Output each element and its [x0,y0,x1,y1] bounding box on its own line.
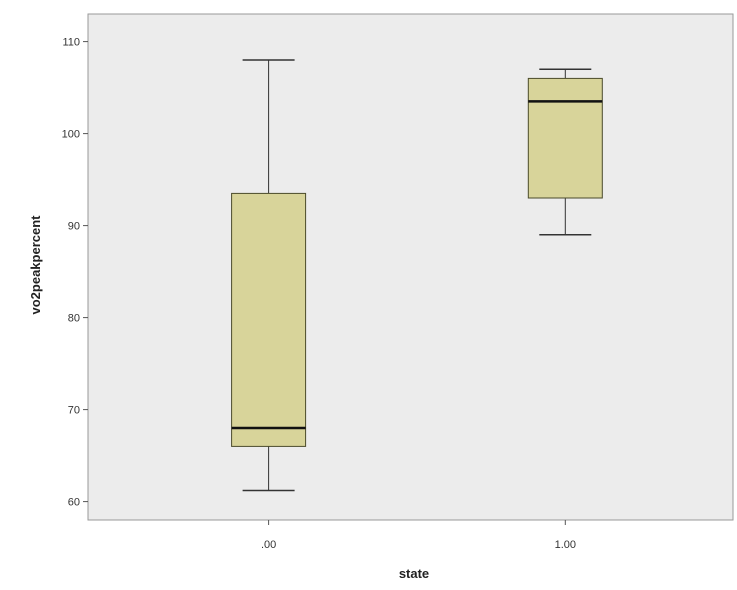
y-tick-label: 80 [68,313,80,325]
y-axis: 60 70 80 90 100 110 [62,14,89,520]
y-tick-label: 100 [62,129,80,141]
y-tick-label: 90 [68,221,80,233]
y-tick-label: 60 [68,497,80,509]
box-rect [527,77,603,199]
x-tick-label: 1.00 [555,539,576,551]
y-tick-label: 110 [62,37,80,49]
x-axis: .00 1.00 [261,520,576,551]
x-axis-title: state [399,566,429,581]
box-0 [231,59,307,492]
y-tick-label: 70 [68,405,80,417]
box-group [231,59,603,492]
plot-area [87,13,734,521]
x-tick-label: .00 [261,539,276,551]
box-rect [231,192,307,447]
box-1 [527,68,603,236]
y-axis-title: vo2peakpercent [28,215,43,315]
